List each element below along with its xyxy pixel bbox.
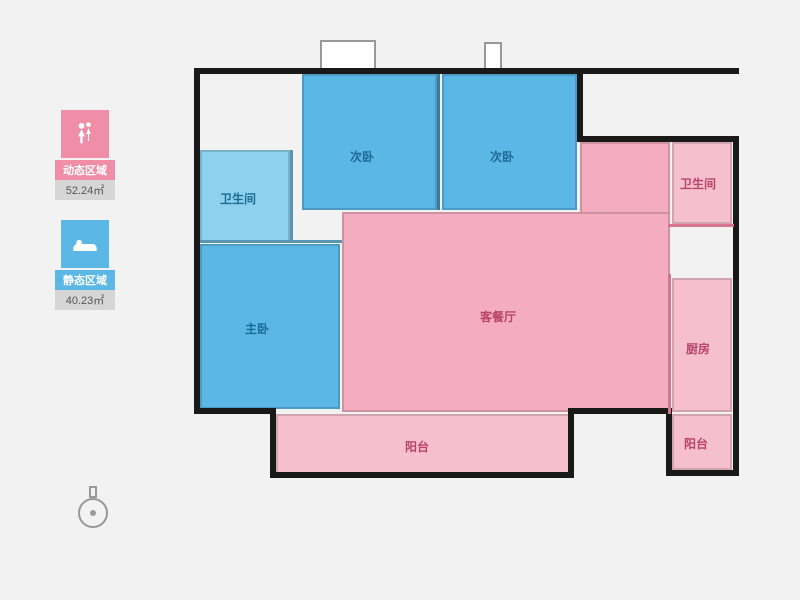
label-bedroom-2: 次卧 <box>350 148 374 165</box>
legend-static-value: 40.23㎡ <box>55 290 115 310</box>
wall-bottom-4 <box>568 408 574 476</box>
legend-static: 静态区域 40.23㎡ <box>55 220 115 310</box>
room-bedroom-2 <box>302 74 437 210</box>
legend-static-label: 静态区域 <box>55 270 115 290</box>
wall-bottom-2 <box>270 408 276 476</box>
wall-bottom-5 <box>568 408 668 414</box>
legend-dynamic-value: 52.24㎡ <box>55 180 115 200</box>
wall-outer <box>194 68 739 74</box>
room-living-ext <box>580 142 670 214</box>
label-bedroom-3: 次卧 <box>490 148 514 165</box>
label-bathroom-right: 卫生间 <box>680 175 716 192</box>
wall-inner-5 <box>668 274 671 414</box>
legend-dynamic-label: 动态区域 <box>55 160 115 180</box>
wall-inner-1 <box>290 150 293 242</box>
zone-legend: 动态区域 52.24㎡ 静态区域 40.23㎡ <box>55 110 115 330</box>
label-master-bedroom: 主卧 <box>245 320 269 337</box>
wall-bottom-6 <box>666 408 672 474</box>
wall-inner-2 <box>200 240 342 243</box>
wall-right <box>733 136 739 476</box>
sleep-icon <box>61 220 109 268</box>
people-icon <box>61 110 109 158</box>
label-balcony-small: 阳台 <box>684 435 708 452</box>
room-bedroom-3 <box>442 74 577 210</box>
room-master-bedroom <box>200 244 340 409</box>
wall-inner-3 <box>437 74 440 210</box>
label-balcony-main: 阳台 <box>405 438 429 455</box>
wall-inner-4 <box>668 224 734 227</box>
floor-plan: 主卧 卫生间 次卧 次卧 客餐厅 卫生间 厨房 阳台 阳台 <box>180 30 760 560</box>
label-bathroom-left: 卫生间 <box>220 190 256 207</box>
wall-step-2 <box>577 136 737 142</box>
legend-dynamic: 动态区域 52.24㎡ <box>55 110 115 200</box>
wall-bottom-7 <box>666 470 738 476</box>
wall-bottom-1 <box>194 408 276 414</box>
label-kitchen: 厨房 <box>686 340 710 357</box>
wall-bottom-3 <box>270 472 574 478</box>
label-living: 客餐厅 <box>480 308 516 325</box>
compass-icon <box>75 485 111 531</box>
wall-step-1 <box>577 68 583 140</box>
